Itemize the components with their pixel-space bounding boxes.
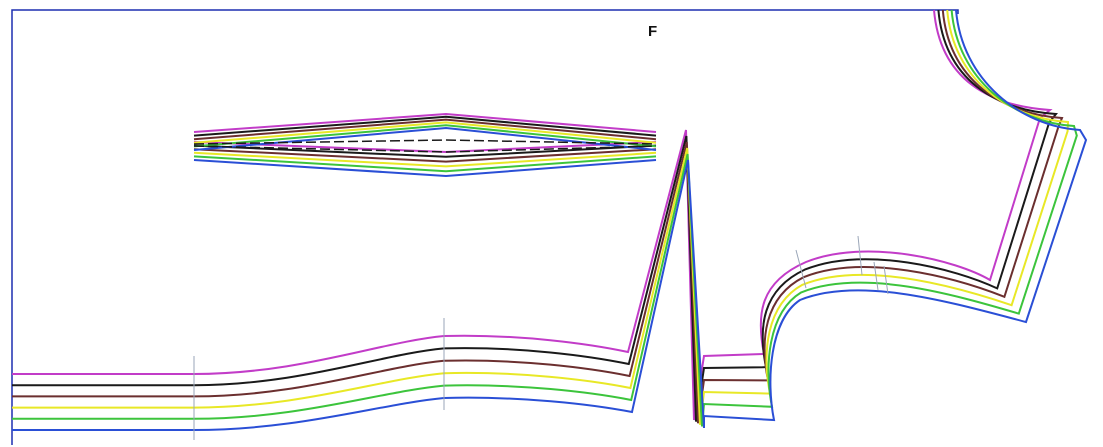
diamond-dart: [193, 112, 657, 178]
grade-outline-1: [12, 9, 1053, 421]
notch-line-3: [873, 261, 879, 291]
notch-line-1: [795, 249, 807, 289]
diamond-upper-3: [193, 118, 657, 141]
diamond-upper-1: [193, 112, 657, 133]
diamond-lower-6: [193, 159, 657, 178]
grade-outline-4: [12, 9, 1070, 425]
notch-line-4: [883, 265, 889, 295]
piece-label: F: [648, 23, 658, 40]
diamond-lower-2: [193, 144, 657, 158]
grade-outline-5: [12, 9, 1078, 427]
grade-outline-3: [12, 9, 1064, 424]
diamond-upper-5: [193, 124, 657, 148]
reference-lines: [193, 235, 889, 440]
diamond-center-dashed: [193, 139, 657, 153]
diamond-lower-3: [193, 148, 657, 163]
diamond-lower-5: [193, 155, 657, 173]
notch-line-2: [857, 235, 863, 276]
diamond-upper-2: [193, 115, 657, 137]
graded-outlines: [12, 9, 1088, 431]
grade-outline-2: [12, 9, 1058, 422]
diamond-lower-4: [193, 151, 657, 168]
grade-outline-6: [12, 9, 1088, 431]
diamond-upper-4: [193, 121, 657, 144]
pattern-frame: [11, 9, 959, 445]
